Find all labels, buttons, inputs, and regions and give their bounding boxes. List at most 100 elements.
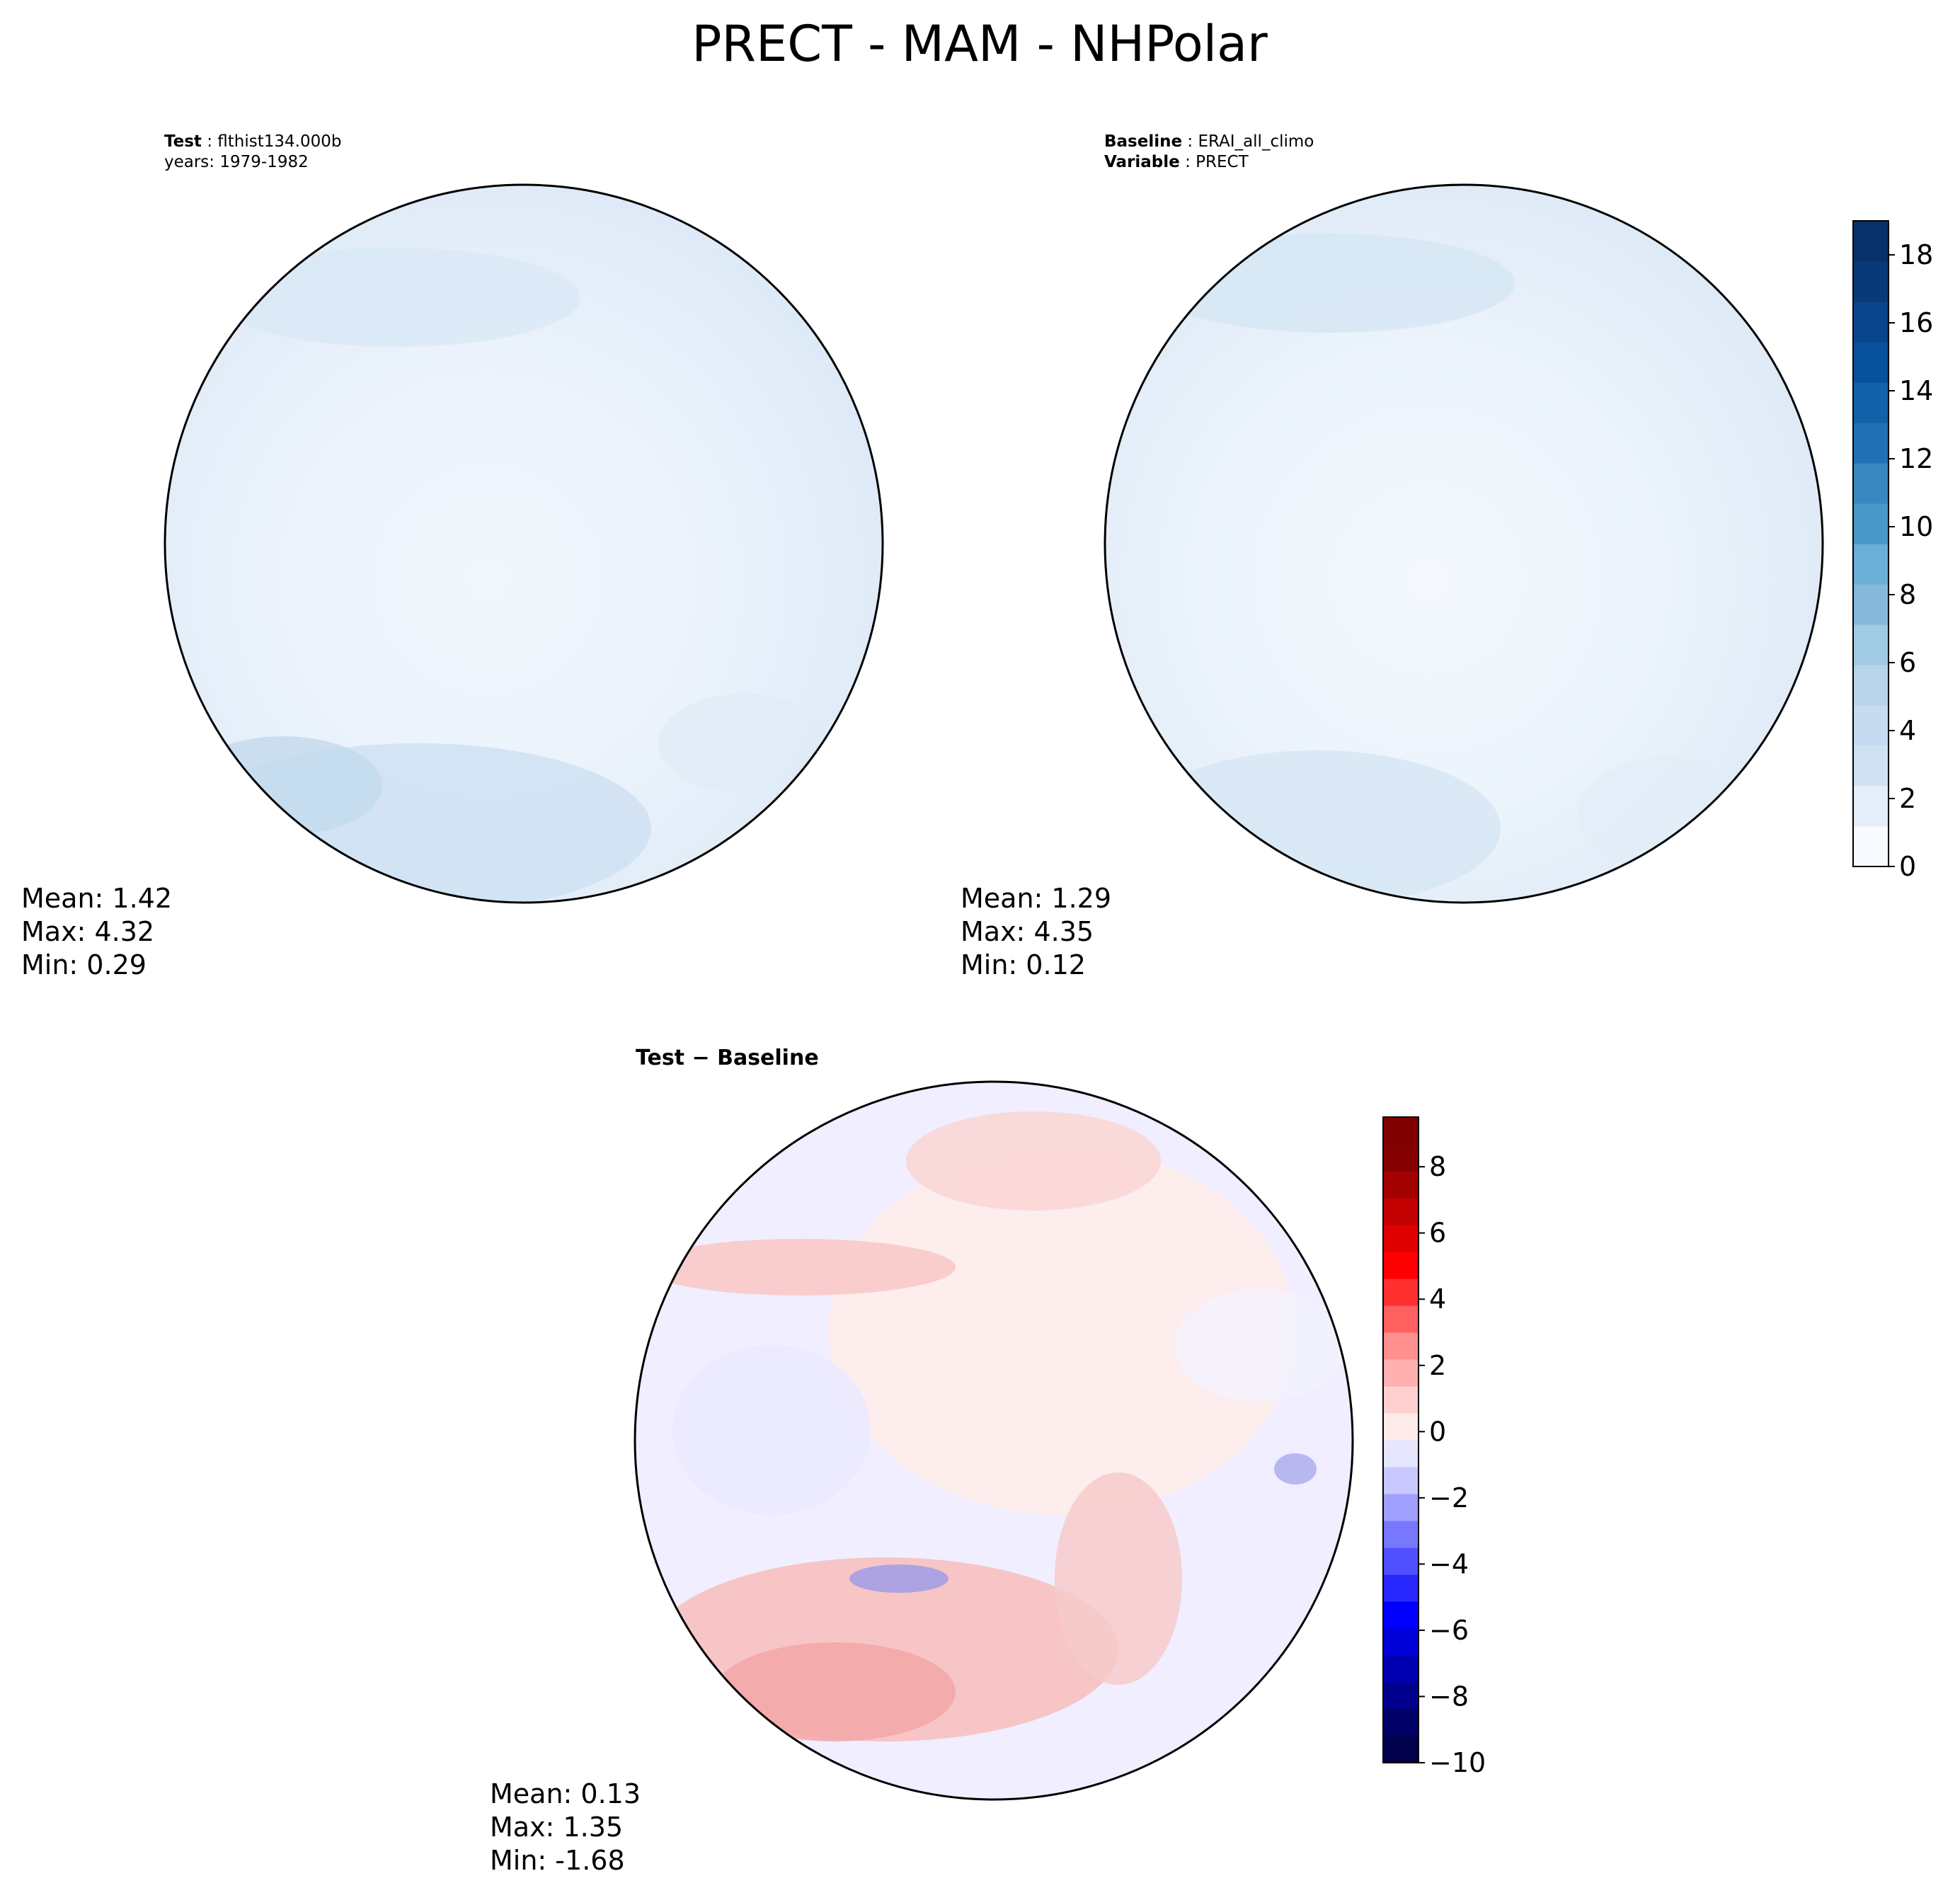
baseline-colorbar-segment [1853, 342, 1889, 383]
difference-colorbar-segment [1383, 1144, 1419, 1172]
test-years: years: 1979-1982 [164, 153, 309, 171]
difference-colorbar-frame [1382, 1116, 1419, 1763]
difference-colorbar-tick-label: −10 [1429, 1747, 1486, 1778]
difference-colorbar-segment [1383, 1736, 1419, 1763]
baseline-colorbar-segment [1853, 665, 1889, 706]
difference-title-left: Test [636, 1046, 684, 1070]
difference-colorbar-segment [1383, 1413, 1419, 1441]
test-header-line1: Test : flthist134.000b [164, 132, 341, 151]
baseline-colorbar-segment [1853, 221, 1889, 262]
difference-colorbar-tick-label: 0 [1429, 1416, 1446, 1447]
difference-colorbar-segment [1383, 1628, 1419, 1656]
baseline-mean: Mean: 1.29 [961, 883, 1111, 914]
difference-colorbar-tick-label: −2 [1429, 1482, 1469, 1514]
difference-map-boundary [634, 1080, 1354, 1801]
difference-colorbar-segment [1383, 1682, 1419, 1710]
difference-colorbar-tick-label: −8 [1429, 1681, 1469, 1712]
difference-colorbar-segment [1383, 1198, 1419, 1225]
baseline-colorbar-segment [1853, 624, 1889, 665]
difference-colorbar-segment [1383, 1521, 1419, 1548]
test-min: Min: 0.29 [21, 949, 147, 980]
test-panel: Test : flthist134.000b years: 1979-1982 … [21, 132, 884, 980]
difference-colorbar-segment [1383, 1574, 1419, 1602]
baseline-colorbar-segment [1853, 463, 1889, 504]
difference-colorbar-segment [1383, 1467, 1419, 1494]
baseline-colorbar-tick-label: 10 [1899, 511, 1933, 542]
test-label-value: flthist134.000b [217, 132, 341, 151]
baseline-colorbar-tick-label: 12 [1899, 443, 1933, 474]
difference-min: Min: -1.68 [490, 1845, 625, 1876]
difference-title-op: − [692, 1046, 709, 1070]
difference-colorbar-tick-label: 4 [1429, 1283, 1446, 1315]
figure-title: PRECT - MAM - NHPolar [692, 15, 1268, 73]
baseline-colorbar-segment [1853, 826, 1889, 867]
baseline-variable-value: PRECT [1196, 153, 1249, 171]
baseline-colorbar-tick-label: 0 [1899, 851, 1916, 882]
baseline-colorbar-tick-label: 18 [1899, 239, 1933, 270]
baseline-colorbar-tick-label: 8 [1899, 579, 1916, 610]
difference-colorbar-segment [1383, 1225, 1419, 1252]
difference-colorbar-tick-label: 6 [1429, 1218, 1446, 1249]
baseline-map-boundary [1104, 183, 1824, 904]
test-label-key: Test [164, 132, 202, 151]
baseline-colorbar-segment [1853, 423, 1889, 464]
difference-colorbar: −10 −8 −6 −4 −2 0 2 4 6 8 [1382, 1116, 1486, 1778]
difference-colorbar-tick-label: 2 [1429, 1350, 1446, 1381]
difference-title: Test − Baseline [636, 1046, 819, 1070]
baseline-colorbar: 0 2 4 6 8 10 12 14 16 18 [1852, 220, 1933, 882]
difference-colorbar-segment [1383, 1278, 1419, 1306]
baseline-header-line2: Variable : PRECT [1104, 153, 1249, 171]
difference-colorbar-segment [1383, 1655, 1419, 1683]
difference-colorbar-tick-label: 8 [1429, 1151, 1446, 1182]
baseline-colorbar-tick-label: 2 [1899, 783, 1916, 814]
baseline-colorbar-tick-label: 4 [1899, 715, 1916, 746]
baseline-colorbar-segment [1853, 745, 1889, 786]
baseline-colorbar-segment [1853, 302, 1889, 343]
baseline-header-line1: Baseline : ERAI_all_climo [1104, 132, 1314, 151]
difference-colorbar-segment [1383, 1332, 1419, 1360]
test-mean: Mean: 1.42 [21, 883, 172, 914]
difference-map [634, 1080, 1354, 1801]
baseline-min: Min: 0.12 [961, 949, 1086, 980]
baseline-variable-key: Variable [1104, 153, 1180, 171]
baseline-colorbar-frame [1852, 220, 1889, 867]
difference-colorbar-segment [1383, 1709, 1419, 1737]
baseline-label-value: ERAI_all_climo [1198, 132, 1314, 151]
difference-colorbar-segment [1383, 1252, 1419, 1279]
baseline-map [1104, 183, 1824, 904]
test-map-boundary [164, 183, 884, 904]
difference-colorbar-segment [1383, 1305, 1419, 1333]
difference-map-shading [644, 1111, 1345, 1741]
baseline-colorbar-tick-label: 6 [1899, 647, 1916, 678]
baseline-label-key: Baseline [1104, 132, 1182, 151]
test-max: Max: 4.32 [21, 916, 154, 947]
difference-colorbar-segment [1383, 1386, 1419, 1414]
baseline-colorbar-segment [1853, 544, 1889, 585]
baseline-map-field [1105, 185, 1823, 903]
baseline-colorbar-segment [1853, 261, 1889, 302]
baseline-colorbar-tick-label: 16 [1899, 307, 1933, 338]
difference-mean: Mean: 0.13 [490, 1778, 641, 1809]
baseline-colorbar-segment [1853, 503, 1889, 544]
test-map [164, 183, 884, 904]
difference-max: Max: 1.35 [490, 1812, 623, 1843]
difference-colorbar-segment [1383, 1359, 1419, 1387]
difference-colorbar-segment [1383, 1117, 1419, 1145]
difference-colorbar-tick-label: −4 [1429, 1548, 1469, 1579]
difference-colorbar-segment [1383, 1494, 1419, 1521]
baseline-colorbar-segment [1853, 584, 1889, 625]
difference-panel: Test − Baseline Mean: 0.13 Max: [490, 1046, 1486, 1876]
difference-colorbar-tick-label: −6 [1429, 1615, 1469, 1646]
difference-colorbar-segment [1383, 1440, 1419, 1468]
baseline-colorbar-segment [1853, 705, 1889, 746]
difference-colorbar-segment [1383, 1171, 1419, 1198]
baseline-colorbar-segment [1853, 786, 1889, 827]
baseline-panel: Baseline : ERAI_all_climo Variable : PRE… [961, 132, 1933, 980]
baseline-colorbar-segment [1853, 382, 1889, 423]
baseline-max: Max: 4.35 [961, 916, 1094, 947]
difference-colorbar-segment [1383, 1547, 1419, 1575]
difference-title-right: Baseline [717, 1046, 819, 1070]
difference-colorbar-segment [1383, 1601, 1419, 1629]
baseline-colorbar-tick-label: 14 [1899, 375, 1933, 406]
